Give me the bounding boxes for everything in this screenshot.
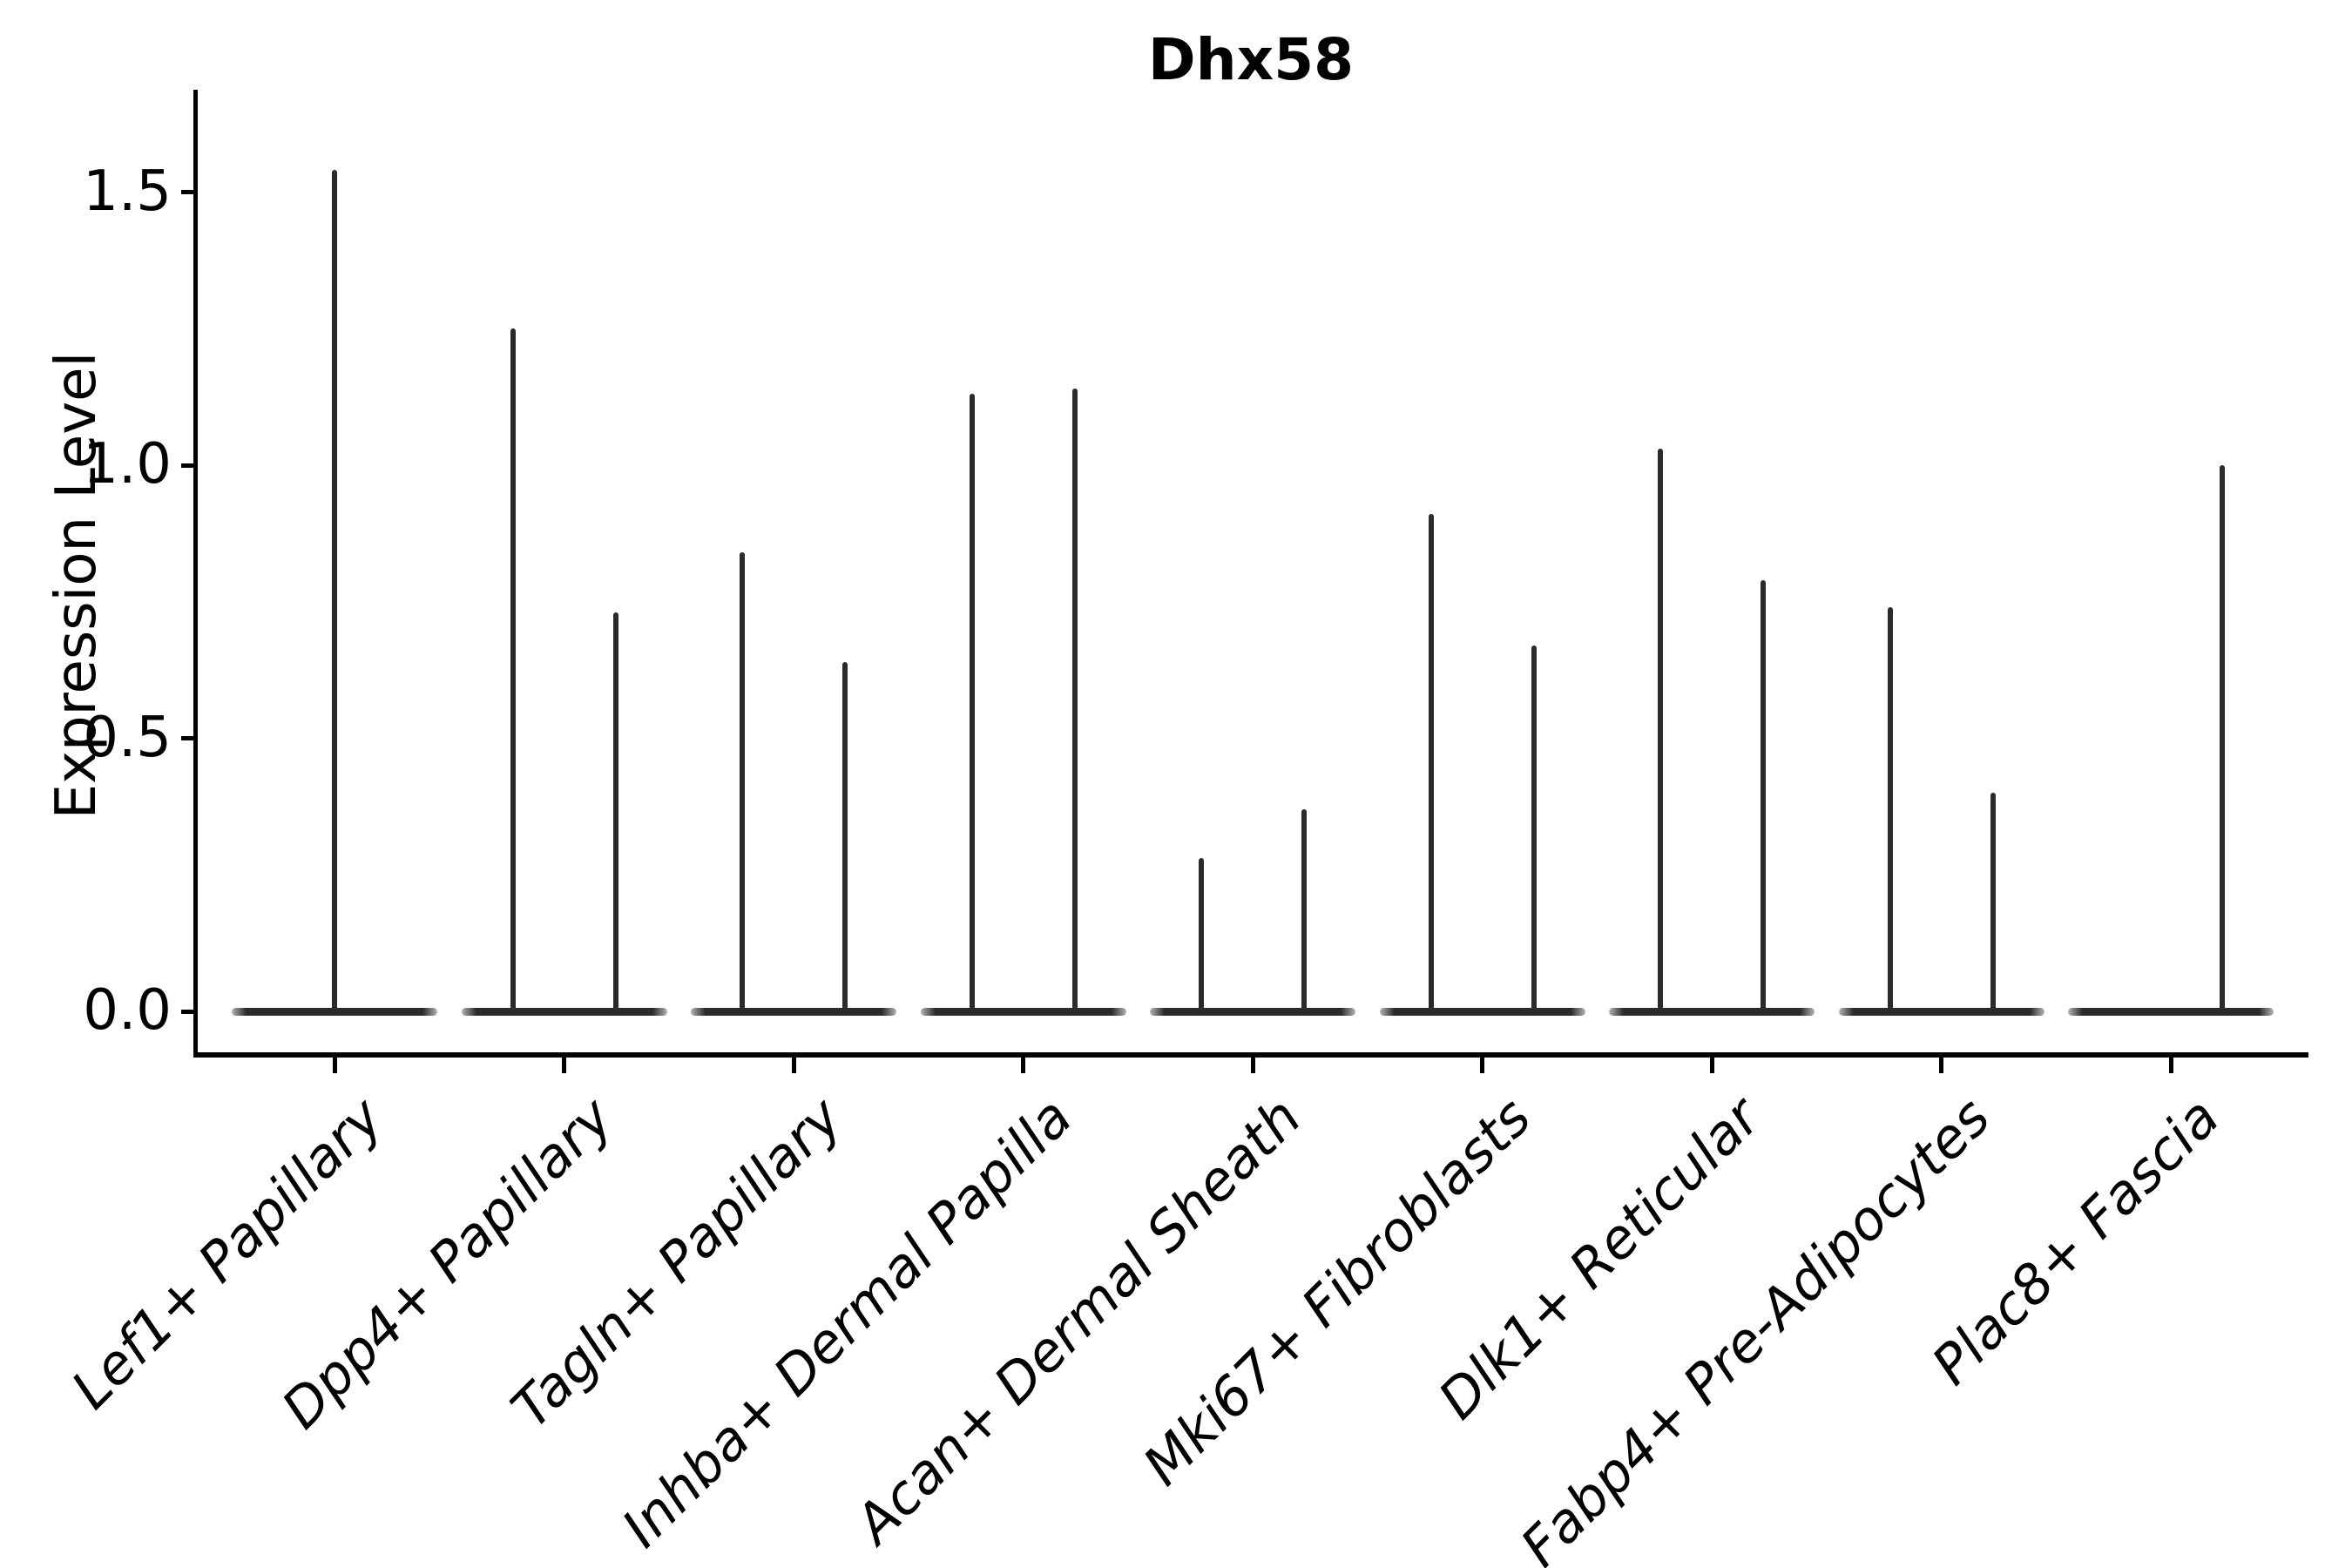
- violin-baseline: [1150, 1008, 1355, 1016]
- violin-spike: [740, 552, 745, 1012]
- violin-spike: [612, 612, 618, 1012]
- violin-baseline: [461, 1008, 667, 1016]
- y-tick-label: 1.0: [83, 432, 172, 497]
- x-tick-mark: [1250, 1058, 1255, 1073]
- violin-spike: [1301, 809, 1307, 1012]
- violin-baseline: [1609, 1008, 1815, 1016]
- violin-spike: [1428, 514, 1434, 1012]
- violin-baseline: [920, 1008, 1126, 1016]
- violin-baseline: [2068, 1008, 2274, 1016]
- x-axis-line: [193, 1052, 2308, 1058]
- violin-spike: [1990, 793, 1996, 1012]
- y-axis-line: [193, 90, 198, 1057]
- violin-spike: [2220, 465, 2225, 1012]
- y-tick-label: 1.5: [83, 159, 172, 224]
- violin-spike: [510, 328, 516, 1012]
- y-tick-mark: [181, 463, 197, 468]
- x-tick-mark: [1480, 1058, 1484, 1073]
- violin-baseline: [691, 1008, 896, 1016]
- violin-baseline: [1838, 1008, 2044, 1016]
- violin-spike: [1658, 449, 1663, 1012]
- y-tick-mark: [181, 190, 197, 194]
- y-tick-mark: [181, 736, 197, 740]
- x-tick-mark: [1709, 1058, 1714, 1073]
- violin-spike: [1887, 607, 1893, 1012]
- violin-spike: [1071, 389, 1078, 1012]
- violin-spike: [1531, 645, 1537, 1012]
- y-tick-label: 0.5: [83, 705, 172, 770]
- violin-spike: [1761, 579, 1766, 1012]
- y-tick-mark: [181, 1009, 197, 1014]
- x-tick-label: Fabp4+ Pre-Adipocytes: [1507, 1085, 2002, 1568]
- chart-title: Dhx58: [1147, 26, 1355, 93]
- y-tick-label: 0.0: [83, 978, 172, 1043]
- x-tick-label: Acan+ Dermal Sheath: [842, 1085, 1314, 1556]
- violin-spike: [332, 170, 337, 1012]
- violin-baseline: [1379, 1008, 1585, 1016]
- violin-spike: [969, 394, 975, 1012]
- x-tick-mark: [1021, 1058, 1025, 1073]
- x-tick-label: Mki67+ Fibroblasts: [1130, 1085, 1543, 1498]
- x-tick-mark: [332, 1058, 337, 1073]
- violin-spike: [842, 661, 848, 1012]
- violin-spike: [1199, 858, 1204, 1012]
- x-tick-mark: [562, 1058, 566, 1073]
- x-tick-mark: [1939, 1058, 1943, 1073]
- x-tick-mark: [2168, 1058, 2173, 1073]
- x-tick-mark: [791, 1058, 796, 1073]
- x-tick-label: Inhba+ Dermal Papilla: [609, 1085, 1084, 1560]
